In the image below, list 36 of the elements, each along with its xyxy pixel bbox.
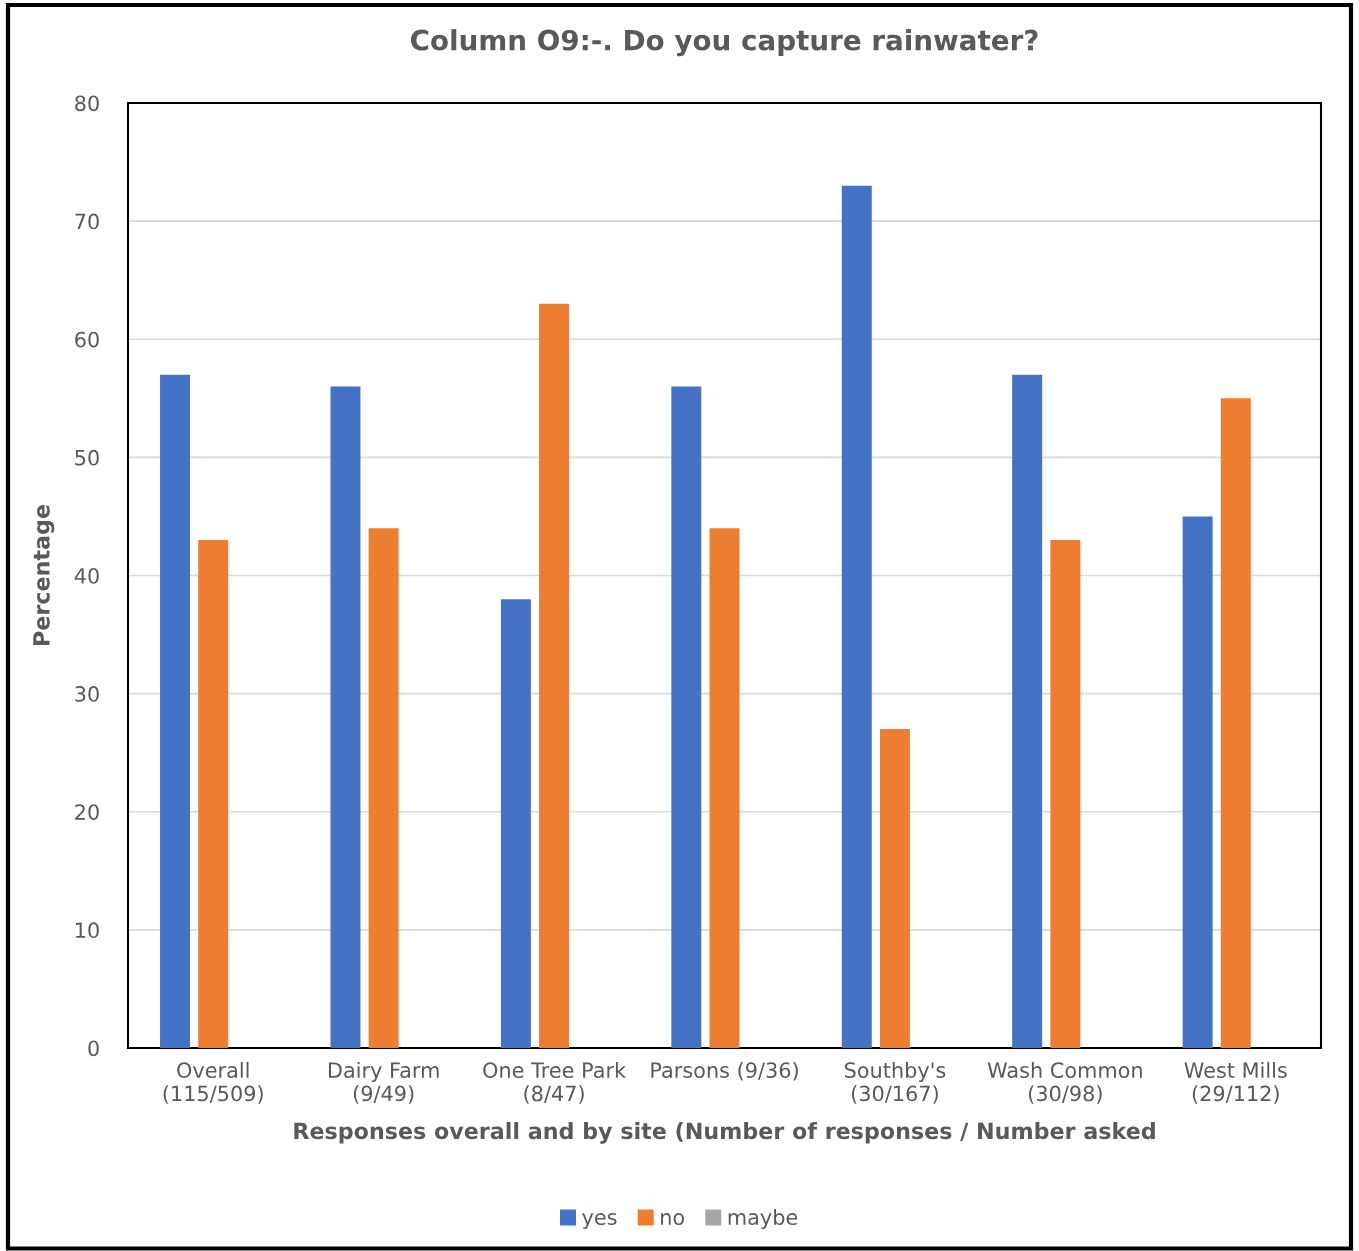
x-tick-label: One Tree Park (8/47) bbox=[483, 1061, 627, 1104]
y-tick-label: 40 bbox=[74, 567, 99, 584]
bar bbox=[671, 386, 702, 1048]
bar bbox=[1182, 516, 1213, 1048]
bar bbox=[539, 303, 570, 1048]
y-tick-label: 60 bbox=[75, 331, 99, 348]
x-axis-title: Responses overall and by site (Number of responses / Number asked bbox=[294, 1122, 1155, 1144]
bar bbox=[330, 386, 361, 1048]
bar bbox=[879, 729, 910, 1048]
legend-label: no bbox=[661, 1213, 685, 1226]
chart-title: Column O9:-. Do you capture rainwater? bbox=[410, 29, 1038, 57]
bar bbox=[1050, 540, 1081, 1048]
y-tick-label: 70 bbox=[75, 213, 99, 230]
y-axis-title: Percentage bbox=[33, 505, 55, 645]
y-tick-label: 20 bbox=[75, 804, 99, 820]
y-tick-label: 0 bbox=[88, 1040, 99, 1057]
legend-label: maybe bbox=[728, 1208, 798, 1230]
x-tick-label: Dairy Farm (9/49) bbox=[328, 1061, 439, 1104]
bar bbox=[1012, 374, 1043, 1048]
x-tick-label: Parsons (9/36) bbox=[651, 1061, 798, 1081]
y-tick-label: 30 bbox=[75, 686, 99, 702]
x-tick-label: Southby's (30/167) bbox=[844, 1061, 946, 1104]
bar bbox=[709, 528, 740, 1048]
bar bbox=[160, 374, 191, 1048]
bar bbox=[198, 540, 229, 1048]
bar bbox=[1220, 398, 1251, 1048]
y-tick-label: 10 bbox=[76, 922, 99, 939]
bar bbox=[368, 528, 399, 1048]
bar bbox=[500, 599, 531, 1048]
legend-label: yes bbox=[582, 1213, 617, 1230]
x-tick-label: West Mills (29/112) bbox=[1184, 1061, 1287, 1104]
y-tick-label: 80 bbox=[75, 95, 99, 112]
x-tick-label: Overall (115/509) bbox=[163, 1061, 263, 1104]
bar bbox=[841, 185, 872, 1048]
x-tick-label: Wash Common (30/98) bbox=[987, 1061, 1142, 1104]
y-tick-label: 50 bbox=[75, 449, 99, 466]
